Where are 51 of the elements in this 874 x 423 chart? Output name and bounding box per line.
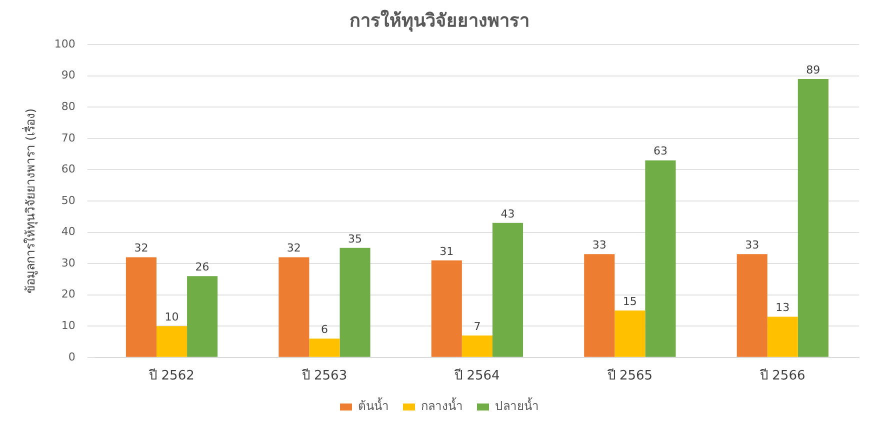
x-tick-label: ปี 2565	[606, 368, 653, 384]
bar	[278, 257, 310, 357]
data-label: 10	[164, 310, 179, 324]
bar	[798, 79, 828, 357]
y-tick-label: 20	[61, 288, 76, 301]
bar	[187, 276, 218, 357]
y-tick-label: 90	[61, 68, 76, 82]
y-tick-label: 80	[61, 100, 76, 114]
data-label: 63	[653, 144, 668, 158]
bar	[645, 160, 676, 357]
data-label: 31	[440, 244, 454, 258]
data-label: 35	[348, 232, 362, 246]
y-tick-label: 10	[61, 318, 76, 332]
data-label: 33	[592, 238, 606, 252]
data-label: 32	[134, 242, 148, 255]
x-tick-label: ปี 2564	[454, 368, 500, 384]
bar	[736, 254, 768, 357]
data-label: 43	[500, 207, 515, 220]
data-label: 26	[195, 260, 210, 274]
x-tick-label: ปี 2566	[759, 368, 806, 384]
data-label: 13	[776, 301, 790, 314]
chart-title: การให้ทุนวิจัยยางพารา	[350, 9, 530, 32]
data-label: 6	[320, 322, 328, 336]
y-tick-label: 70	[61, 131, 76, 144]
legend-label: ต้นน้ำ	[358, 397, 389, 414]
bar	[584, 254, 615, 357]
data-label: 7	[474, 320, 481, 333]
data-label: 33	[745, 238, 760, 252]
bar	[309, 338, 340, 357]
legend-label: กลางน้ำ	[421, 397, 463, 414]
bar	[126, 257, 156, 357]
bar	[492, 222, 524, 357]
bar	[767, 316, 798, 357]
y-tick-label: 60	[61, 162, 76, 176]
bar	[614, 310, 646, 357]
bar	[462, 336, 492, 357]
data-label: 89	[806, 63, 820, 76]
x-tick-label: ปี 2562	[148, 368, 194, 384]
data-label: 15	[622, 294, 637, 308]
legend-label: ปลายน้ำ	[495, 397, 539, 414]
y-tick-label: 30	[61, 256, 76, 270]
bar	[156, 326, 188, 357]
bar	[431, 260, 462, 357]
y-tick-label: 100	[54, 37, 76, 50]
y-tick-label: 50	[61, 194, 76, 207]
y-tick-label: 0	[68, 350, 76, 364]
data-label: 32	[286, 242, 301, 255]
x-tick-label: ปี 2563	[300, 368, 348, 384]
bar	[340, 248, 370, 357]
y-tick-label: 40	[61, 225, 76, 238]
y-axis-title: ข้อมูลการให้ทุนวิจัยยางพารา (เรื่อง)	[21, 108, 38, 294]
